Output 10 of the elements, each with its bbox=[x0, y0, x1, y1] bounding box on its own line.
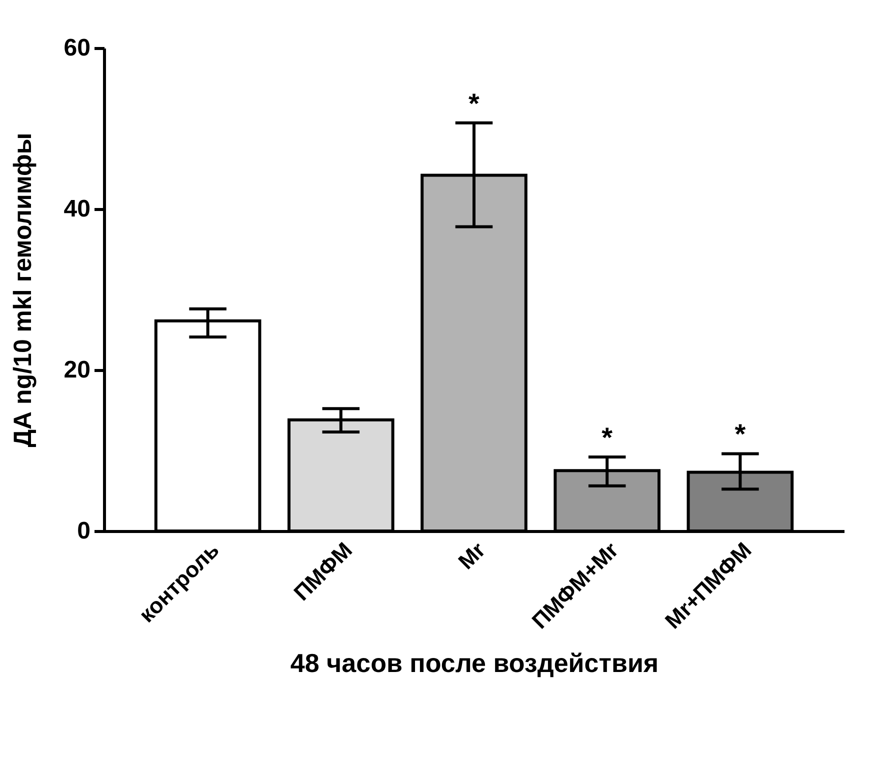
y-tick-label: 60 bbox=[64, 34, 90, 62]
y-tick-label: 20 bbox=[64, 356, 90, 384]
y-tick-label: 0 bbox=[77, 518, 90, 544]
y-tick-label: 40 bbox=[64, 196, 90, 222]
data-label: * bbox=[602, 422, 613, 453]
x-axis-title: 48 часов после воздействия bbox=[290, 648, 659, 678]
y-axis-title: ДА ng/10 mkl гемолимфы bbox=[8, 132, 37, 448]
x-tick-label: Mr bbox=[453, 537, 490, 574]
data-label: * bbox=[734, 418, 746, 450]
data-label: * bbox=[468, 88, 480, 119]
